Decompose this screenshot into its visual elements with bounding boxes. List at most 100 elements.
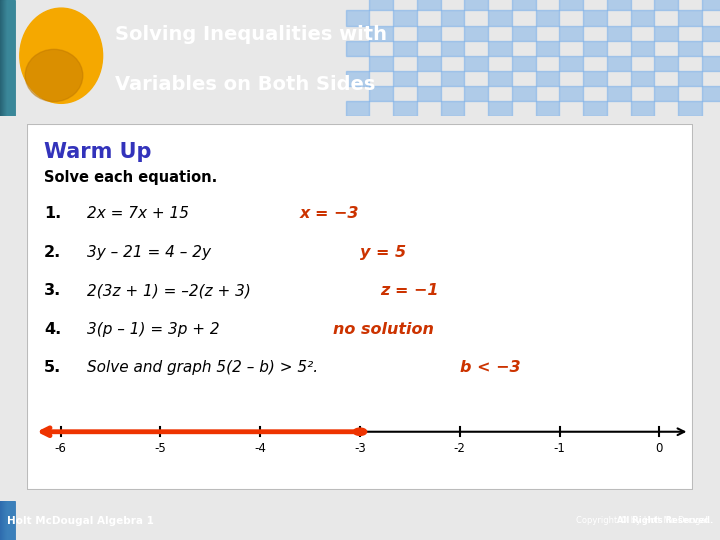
Bar bbox=[678, 40, 702, 56]
Bar bbox=[441, 10, 464, 25]
Bar bbox=[5, 0, 12, 116]
Bar bbox=[4, 0, 12, 116]
Text: 4.: 4. bbox=[44, 322, 61, 337]
Bar bbox=[4, 501, 11, 540]
Bar bbox=[1, 0, 9, 116]
Bar bbox=[6, 0, 13, 116]
Bar bbox=[6, 0, 13, 116]
Bar bbox=[441, 71, 464, 86]
Bar bbox=[607, 86, 631, 101]
Bar bbox=[4, 0, 11, 116]
Bar bbox=[6, 501, 14, 540]
Bar bbox=[4, 501, 12, 540]
Bar bbox=[4, 0, 12, 116]
Bar bbox=[4, 501, 12, 540]
Bar bbox=[6, 0, 14, 116]
Bar bbox=[702, 56, 720, 71]
Bar bbox=[1, 501, 8, 540]
Bar bbox=[2, 0, 9, 116]
Bar bbox=[6, 0, 14, 116]
Bar bbox=[2, 501, 9, 540]
Bar bbox=[346, 71, 369, 86]
Bar bbox=[6, 0, 14, 116]
Bar bbox=[6, 0, 14, 116]
Bar bbox=[678, 10, 702, 25]
Bar bbox=[346, 101, 369, 116]
Bar bbox=[6, 501, 14, 540]
Bar bbox=[4, 0, 12, 116]
Bar bbox=[4, 0, 12, 116]
Bar bbox=[702, 0, 720, 10]
Text: All Rights Reserved.: All Rights Reserved. bbox=[498, 516, 713, 525]
Bar bbox=[0, 0, 7, 116]
Bar bbox=[6, 501, 14, 540]
Text: -6: -6 bbox=[55, 442, 66, 455]
Bar bbox=[7, 0, 14, 116]
Bar bbox=[6, 0, 13, 116]
Text: 3y – 21 = 4 – 2y: 3y – 21 = 4 – 2y bbox=[87, 245, 211, 260]
Bar bbox=[3, 501, 10, 540]
Bar bbox=[5, 0, 12, 116]
Bar bbox=[2, 501, 9, 540]
Text: Variables on Both Sides: Variables on Both Sides bbox=[115, 75, 376, 94]
Bar bbox=[393, 10, 417, 25]
Bar bbox=[417, 0, 441, 10]
Bar bbox=[6, 0, 13, 116]
Bar bbox=[654, 25, 678, 40]
Bar bbox=[2, 0, 9, 116]
Text: z = −1: z = −1 bbox=[380, 284, 438, 298]
Bar bbox=[1, 0, 8, 116]
Bar bbox=[369, 86, 393, 101]
Bar bbox=[1, 501, 9, 540]
Bar bbox=[6, 0, 14, 116]
Bar bbox=[3, 501, 10, 540]
Bar bbox=[5, 501, 12, 540]
Bar bbox=[5, 0, 12, 116]
Bar bbox=[3, 0, 10, 116]
Bar bbox=[6, 0, 13, 116]
Bar bbox=[0, 0, 7, 116]
Bar bbox=[7, 501, 14, 540]
Bar bbox=[1, 501, 9, 540]
Bar bbox=[4, 0, 11, 116]
Bar bbox=[3, 0, 10, 116]
Bar bbox=[1, 501, 8, 540]
Bar bbox=[369, 56, 393, 71]
Bar bbox=[5, 0, 12, 116]
Bar bbox=[512, 25, 536, 40]
Bar bbox=[7, 501, 14, 540]
Text: -4: -4 bbox=[254, 442, 266, 455]
Bar bbox=[559, 86, 583, 101]
Bar bbox=[2, 501, 9, 540]
Text: Copyright © by Holt Mc Dougal.: Copyright © by Holt Mc Dougal. bbox=[576, 516, 713, 525]
Bar bbox=[583, 10, 607, 25]
Bar bbox=[678, 101, 702, 116]
Bar bbox=[0, 501, 7, 540]
Bar bbox=[7, 0, 14, 116]
Bar bbox=[4, 0, 12, 116]
Bar bbox=[5, 0, 12, 116]
Bar bbox=[631, 71, 654, 86]
Bar bbox=[6, 501, 14, 540]
Bar bbox=[1, 0, 8, 116]
Bar bbox=[2, 501, 9, 540]
Text: y = 5: y = 5 bbox=[360, 245, 406, 260]
Bar bbox=[4, 0, 11, 116]
Bar bbox=[3, 501, 10, 540]
Bar bbox=[6, 501, 13, 540]
Bar bbox=[6, 0, 13, 116]
Bar bbox=[417, 56, 441, 71]
Bar bbox=[3, 501, 10, 540]
Bar bbox=[0, 501, 7, 540]
Text: 3(p – 1) = 3p + 2: 3(p – 1) = 3p + 2 bbox=[87, 322, 220, 337]
Bar bbox=[6, 501, 14, 540]
Bar bbox=[2, 501, 9, 540]
Bar bbox=[3, 501, 10, 540]
Bar bbox=[4, 501, 12, 540]
Bar bbox=[6, 501, 14, 540]
Bar bbox=[0, 0, 7, 116]
Bar bbox=[5, 0, 12, 116]
Bar bbox=[3, 501, 10, 540]
Bar bbox=[6, 0, 14, 116]
Bar bbox=[4, 0, 11, 116]
